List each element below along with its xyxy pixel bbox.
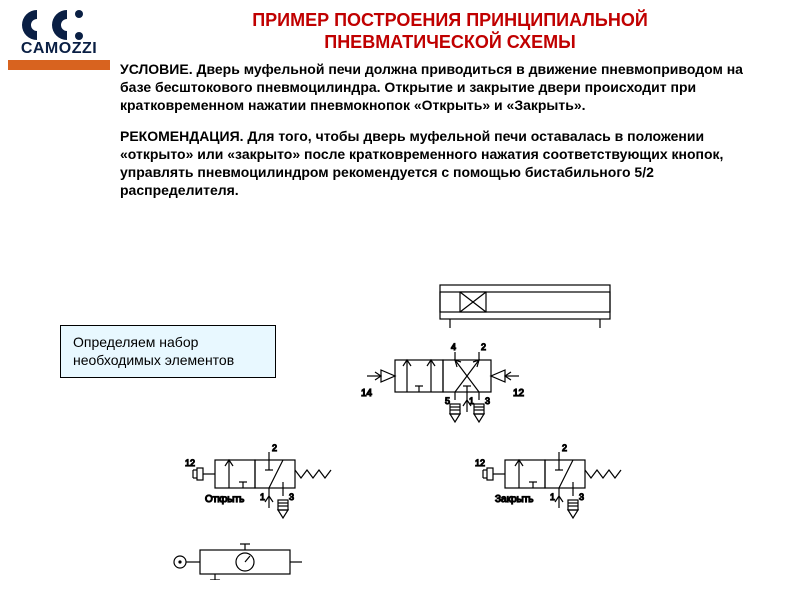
v52-pilot-14: 14 — [361, 388, 373, 399]
logo-mark — [8, 8, 110, 42]
v32l-pilot-12: 12 — [185, 458, 195, 468]
air-prep-unit — [174, 544, 302, 580]
logo-wordmark: CAMOZZI — [8, 40, 110, 58]
v32l-port-2: 2 — [272, 443, 277, 453]
v32l-port-1: 1 — [260, 492, 265, 502]
cylinder-symbol — [440, 285, 610, 328]
v52-port-1: 1 — [469, 396, 474, 406]
title-line1: ПРИМЕР ПОСТРОЕНИЯ ПРИНЦИПИАЛЬНОЙ — [252, 10, 648, 30]
valve-5-2: 4 2 5 1 3 14 12 — [361, 342, 525, 422]
v32r-pilot-12: 12 — [475, 458, 485, 468]
pneumatic-diagram: 4 2 5 1 3 14 12 — [160, 280, 690, 580]
paragraph-recommendation: РЕКОМЕНДАЦИЯ. Для того, чтобы дверь муфе… — [120, 127, 776, 200]
v52-port-2: 2 — [481, 342, 486, 352]
v52-pilot-12: 12 — [513, 388, 525, 399]
v52-port-4: 4 — [451, 342, 456, 352]
v52-port-3: 3 — [485, 396, 490, 406]
paragraph-uslovie: УСЛОВИЕ. Дверь муфельной печи должна при… — [120, 60, 776, 115]
brand-logo: CAMOZZI — [8, 8, 110, 70]
page-title: ПРИМЕР ПОСТРОЕНИЯ ПРИНЦИПИАЛЬНОЙ ПНЕВМАТ… — [120, 10, 780, 53]
v32r-port-3: 3 — [579, 492, 584, 502]
v32l-port-3: 3 — [289, 492, 294, 502]
valve-3-2-close: 2 1 3 12 Закрыть — [475, 443, 621, 518]
body-text: УСЛОВИЕ. Дверь муфельной печи должна при… — [120, 60, 776, 211]
valve-3-2-open: 2 1 3 12 Открыть — [185, 443, 331, 518]
v52-port-5: 5 — [445, 396, 450, 406]
logo-bar — [8, 60, 110, 70]
v32r-port-1: 1 — [550, 492, 555, 502]
title-line2: ПНЕВМАТИЧЕСКОЙ СХЕМЫ — [324, 32, 576, 52]
v32r-button-label: Закрыть — [495, 494, 534, 505]
v32l-button-label: Открыть — [205, 494, 244, 505]
v32r-port-2: 2 — [562, 443, 567, 453]
